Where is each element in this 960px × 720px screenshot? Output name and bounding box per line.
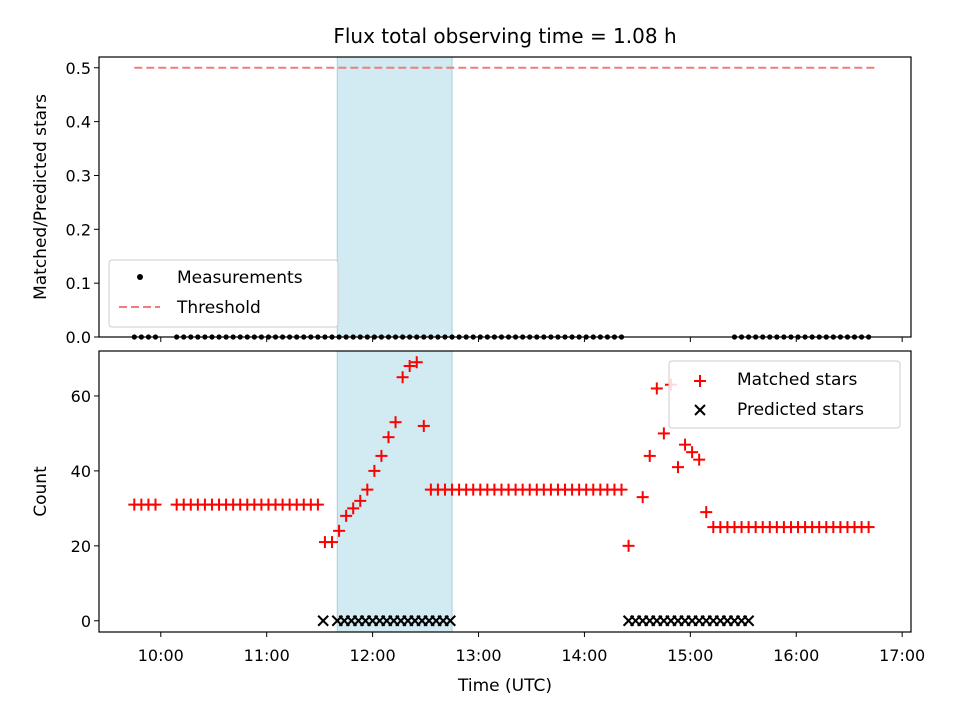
legend-measurements-label: Measurements — [177, 268, 303, 288]
top-legend-box — [108, 259, 339, 328]
top-x-ticks — [160, 337, 903, 342]
matched-star-point — [354, 494, 367, 507]
matched-star-point — [615, 483, 628, 496]
legend-matched-marker — [694, 375, 706, 387]
matched-star-point — [862, 521, 875, 534]
legend-matched-label: Matched stars — [737, 370, 857, 390]
legend-predicted-label: Predicted stars — [737, 400, 864, 420]
top-plot-frame — [98, 56, 912, 338]
top-y-tick-label: 0.2 — [66, 220, 91, 239]
top-y-axis-label: Matched/Predicted stars — [31, 94, 51, 300]
bottom-observing-window — [336, 350, 453, 633]
bottom-legend: Matched stars Predicted stars — [668, 360, 901, 429]
matched-star-point — [403, 359, 416, 372]
top-y-tick-label: 0.4 — [66, 113, 91, 132]
matched-star-point — [686, 446, 699, 459]
matched-star-point — [700, 506, 713, 519]
matched-star-point — [650, 382, 663, 395]
matched-star-point — [410, 356, 423, 369]
x-tick-label: 16:00 — [773, 646, 819, 665]
bottom-plot-frame — [98, 350, 912, 633]
matched-star-point — [149, 498, 162, 511]
matched-star-point — [396, 371, 409, 384]
bottom-y-tick-label: 20 — [71, 537, 91, 556]
predicted-star-point — [742, 615, 755, 627]
matched-star-point — [326, 536, 339, 549]
top-y-ticks: 0.0 0.1 0.2 0.3 0.4 0.5 — [66, 59, 99, 347]
matched-star-point — [657, 427, 670, 440]
predicted-stars-points — [317, 615, 755, 627]
matched-star-point — [417, 419, 430, 432]
bottom-legend-box — [668, 360, 901, 429]
legend-measurements-marker — [137, 274, 143, 280]
matched-star-point — [311, 498, 324, 511]
matched-stars-points — [128, 356, 875, 552]
matched-star-point — [636, 491, 649, 504]
bottom-x-ticks: 10:00 11:00 12:00 13:00 14:00 15:00 16:00 17:00 — [138, 632, 925, 665]
bottom-y-tick-label: 40 — [71, 462, 91, 481]
matched-star-point — [693, 453, 706, 466]
top-legend: Measurements Threshold — [108, 259, 339, 328]
matched-star-point — [333, 524, 346, 537]
top-y-tick-label: 0.5 — [66, 59, 91, 78]
matched-star-point — [389, 416, 402, 429]
top-y-tick-label: 0.1 — [66, 274, 91, 293]
x-tick-label: 14:00 — [561, 646, 607, 665]
top-y-tick-label: 0.0 — [66, 328, 91, 347]
x-tick-label: 13:00 — [455, 646, 501, 665]
top-y-tick-label: 0.3 — [66, 166, 91, 185]
predicted-star-point — [317, 615, 329, 627]
x-tick-label: 10:00 — [138, 646, 184, 665]
x-tick-label: 15:00 — [667, 646, 713, 665]
x-tick-label: 11:00 — [244, 646, 290, 665]
matched-star-point — [340, 509, 353, 522]
predicted-star-point — [444, 615, 456, 627]
matched-star-point — [347, 502, 360, 515]
matched-star-point — [643, 449, 656, 462]
x-axis-label: Time (UTC) — [457, 676, 552, 696]
legend-threshold-label: Threshold — [176, 298, 261, 318]
matched-star-point — [382, 431, 395, 444]
matched-star-point — [671, 461, 684, 474]
matched-star-point — [368, 464, 381, 477]
matched-star-point — [375, 449, 388, 462]
bottom-y-axis-label: Count — [31, 466, 51, 517]
bottom-y-tick-label: 60 — [71, 387, 91, 406]
top-observing-window — [336, 56, 453, 338]
legend-predicted-marker — [694, 404, 706, 416]
x-tick-label: 17:00 — [879, 646, 925, 665]
matched-star-point — [679, 438, 692, 451]
bottom-y-tick-label: 0 — [81, 612, 91, 631]
top-panel: 0.0 0.1 0.2 0.3 0.4 0.5 Matched/Predicted sta… — [31, 56, 912, 347]
figure-title: Flux total observing time = 1.08 h — [333, 24, 676, 48]
matched-star-point — [361, 483, 374, 496]
matched-star-point — [622, 539, 635, 552]
x-tick-label: 12:00 — [350, 646, 396, 665]
bottom-y-ticks: 0 20 40 60 — [71, 387, 99, 631]
bottom-panel: 0 20 40 60 10:00 11:00 12:00 13:00 14:00 15:00 16… — [31, 350, 925, 696]
